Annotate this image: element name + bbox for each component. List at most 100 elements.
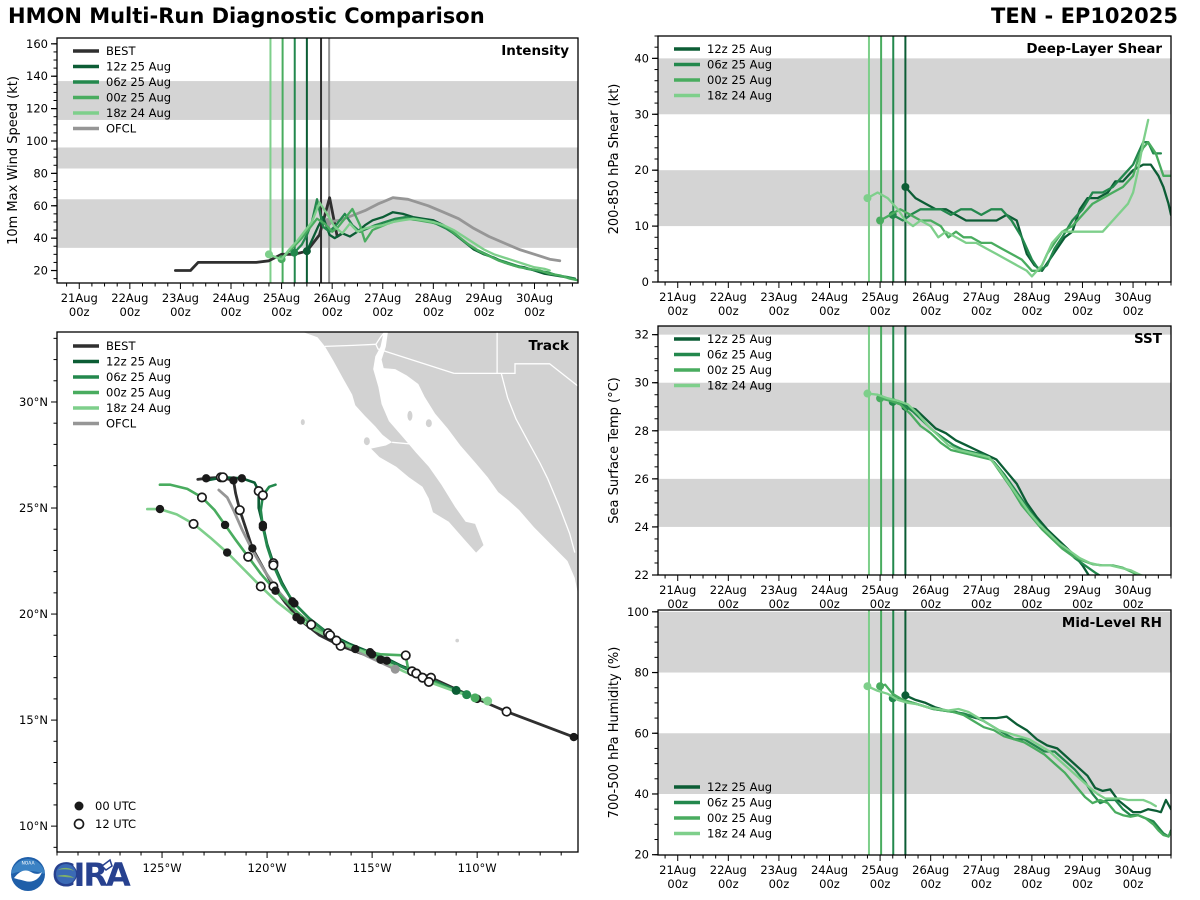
track-marker-12utc (257, 490, 268, 501)
island (455, 638, 460, 643)
political-border (500, 373, 549, 479)
legend-item-run_18z: 18z 24 Aug (674, 89, 772, 103)
legend-label: 12z 25 Aug (707, 42, 772, 56)
panel-title: Mid-Level RH (1062, 615, 1162, 631)
x-tick-label: 00z (769, 304, 790, 318)
legend-item-run_00z: 00z 25 Aug (73, 386, 171, 400)
y-tick-label: 30 (634, 107, 649, 121)
track-run_06z (259, 483, 469, 696)
category-band (658, 478, 1171, 527)
track-marker-12utc (255, 581, 266, 592)
x-tick-label: 23Aug (162, 291, 199, 305)
init-dot-run_18z (863, 194, 872, 203)
legend-item-run_18z: 18z 24 Aug (674, 827, 772, 841)
init-dot-run_00z (876, 216, 885, 225)
legend-item-ofcl: OFCL (73, 122, 137, 136)
x-tick-label: 00z (819, 597, 840, 611)
track-marker-12utc (188, 518, 199, 529)
category-band (658, 611, 1171, 673)
y-tick-label: 60 (634, 726, 649, 740)
x-tick-label: 29Aug (1064, 290, 1101, 304)
x-tick-label: 24Aug (212, 291, 249, 305)
panel-title: Deep-Layer Shear (1026, 41, 1162, 57)
legend-item-run_06z: 06z 25 Aug (674, 348, 772, 362)
x-tick-label: 27Aug (364, 291, 401, 305)
marker-legend-12utc (73, 818, 85, 830)
panel-title: SST (1134, 331, 1163, 347)
x-tick-label: 21Aug (659, 290, 696, 304)
panel-sst: 21Aug00z22Aug00z23Aug00z24Aug00z25Aug00z… (607, 325, 1172, 611)
x-tick-label: 00z (769, 597, 790, 611)
y-tick-label: 28 (634, 424, 649, 438)
x-tick-label: 00z (718, 304, 739, 318)
panel-rh: 21Aug00z22Aug00z23Aug00z24Aug00z25Aug00z… (607, 605, 1172, 891)
track-run_18z (146, 507, 490, 703)
legend-label: 12z 25 Aug (707, 780, 772, 794)
island (407, 410, 413, 421)
lat-tick-label: 10°N (19, 819, 48, 833)
y-axis-label: 10m Max Wind Speed (kt) (6, 76, 21, 245)
series-best (173, 196, 344, 272)
legend-label: 00z 25 Aug (707, 811, 772, 825)
x-tick-label: 00z (474, 305, 495, 319)
x-tick-label: 00z (819, 304, 840, 318)
x-tick-label: 00z (971, 597, 992, 611)
x-tick-label: 00z (221, 305, 242, 319)
legend-label: BEST (106, 339, 136, 353)
legend-label: BEST (106, 44, 136, 58)
marker-legend-label: 12 UTC (95, 817, 136, 831)
legend-label: 00z 25 Aug (707, 363, 772, 377)
noaa-logo: NOAA (11, 857, 45, 891)
init-dot-run_18z (264, 250, 273, 259)
y-tick-label: 22 (634, 568, 649, 582)
land-mass (381, 332, 578, 594)
legend-label: 12z 25 Aug (106, 355, 171, 369)
legend-item-run_06z: 06z 25 Aug (73, 370, 171, 384)
x-tick-label: 00z (170, 305, 191, 319)
track-marker-12utc (217, 472, 229, 483)
x-tick-label: 30Aug (1115, 290, 1152, 304)
track-marker-12utc (306, 619, 317, 630)
track-marker-00utc (351, 644, 360, 654)
lon-tick-label: 120°W (248, 861, 287, 875)
x-tick-label: 00z (524, 305, 545, 319)
track-marker-12utc (234, 505, 245, 516)
y-axis-label: 700-500 hPa Humidity (%) (607, 647, 622, 819)
marker-legend-label: 00 UTC (95, 799, 136, 813)
category-band (658, 326, 1171, 335)
x-tick-label: 21Aug (659, 583, 696, 597)
y-tick-label: 40 (33, 231, 48, 245)
x-tick-label: 22Aug (111, 291, 148, 305)
track-marker-init (470, 693, 480, 703)
track-marker-00utc (382, 656, 392, 665)
x-tick-label: 00z (1072, 877, 1093, 891)
track-marker-12utc (268, 560, 279, 571)
x-tick-label: 24Aug (811, 863, 848, 877)
y-tick-label: 20 (33, 264, 48, 278)
legend-label: OFCL (106, 417, 137, 431)
track-marker-00utc (222, 548, 232, 557)
track-marker-init (462, 690, 472, 700)
y-tick-label: 0 (642, 275, 649, 289)
x-tick-label: 00z (1123, 597, 1144, 611)
x-tick-label: 00z (718, 597, 739, 611)
legend-item-run_12z: 12z 25 Aug (674, 42, 772, 56)
political-border (375, 344, 455, 375)
init-dot-run_12z (901, 182, 910, 191)
lat-tick-label: 25°N (19, 501, 48, 515)
y-axis-label: 200-850 hPa Shear (kt) (607, 84, 622, 235)
legend-item-run_12z: 12z 25 Aug (674, 780, 772, 794)
x-tick-label: 00z (69, 305, 90, 319)
x-tick-label: 25Aug (862, 290, 899, 304)
track-marker-00utc (229, 476, 238, 485)
legend-item-run_00z: 00z 25 Aug (674, 73, 772, 87)
series-run_18z (866, 685, 1157, 808)
lon-tick-label: 110°W (458, 861, 497, 875)
track-marker-00utc (248, 544, 257, 553)
legend-label: 06z 25 Aug (707, 58, 772, 72)
init-dot-run_12z (901, 691, 910, 700)
y-tick-label: 20 (634, 848, 649, 862)
legend-label: 00z 25 Aug (707, 73, 772, 87)
political-border (546, 478, 576, 553)
